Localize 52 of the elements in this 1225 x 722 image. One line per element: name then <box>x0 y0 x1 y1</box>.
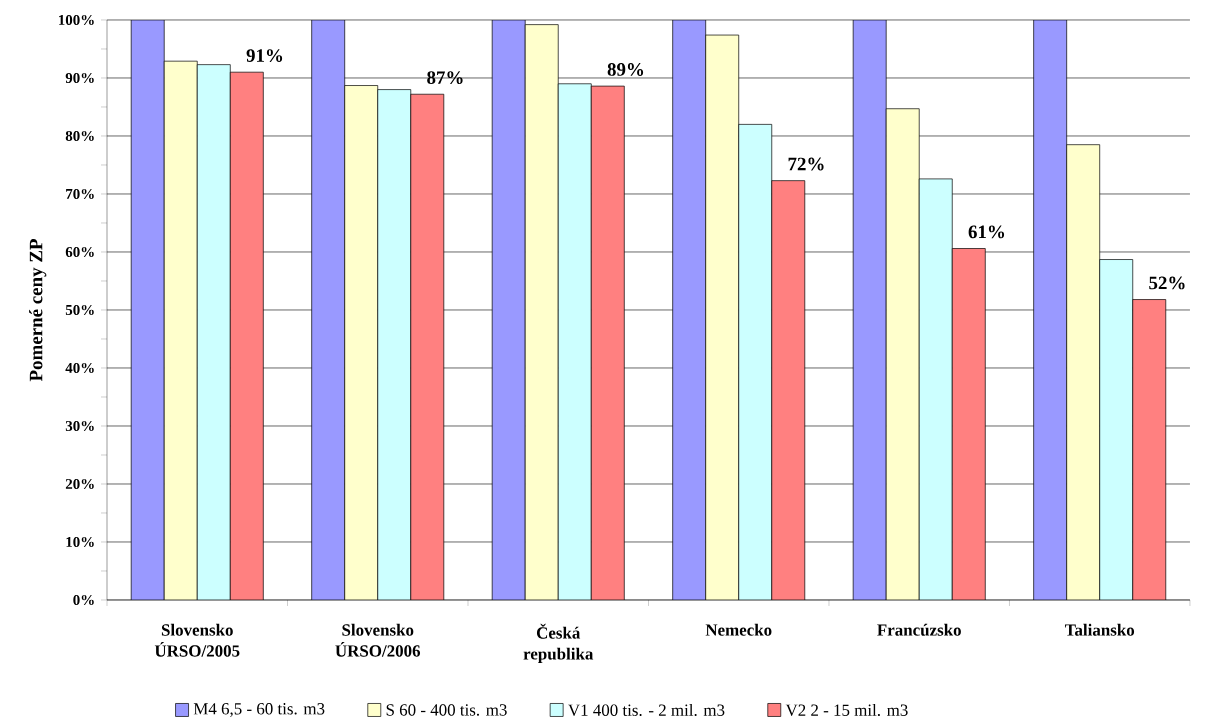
bar <box>130 19 165 600</box>
legend-label: M4 6,5 - 60 tis. m3 <box>193 703 325 717</box>
x-tick-label: Česká republika <box>523 623 594 664</box>
bar <box>672 19 707 600</box>
bar <box>852 19 887 600</box>
bar <box>1132 299 1167 600</box>
bar <box>196 64 231 600</box>
bar <box>1099 259 1134 600</box>
bar <box>229 71 264 600</box>
y-tick-label: 20% <box>65 478 94 490</box>
bar <box>163 60 198 600</box>
bar <box>311 19 346 600</box>
x-tick-label: Francúzsko <box>877 623 961 636</box>
bar <box>1033 19 1068 600</box>
bar <box>491 19 526 600</box>
y-tick-label: 10% <box>66 536 94 548</box>
data-label: 61% <box>968 225 1005 239</box>
bar <box>918 178 953 600</box>
y-tick-label: 40% <box>65 362 94 374</box>
x-tick-label: Taliansko <box>1064 623 1135 636</box>
bar <box>951 248 986 600</box>
y-tick-label: 100% <box>59 14 94 26</box>
x-tick-label: Slovensko ÚRSO/2005 <box>154 623 240 657</box>
data-label: 52% <box>1149 276 1185 290</box>
bar <box>705 34 740 600</box>
x-tick-label: Nemecko <box>705 623 772 636</box>
bar <box>1066 144 1101 600</box>
y-axis-title: Pomerné ceny ZP <box>29 239 47 382</box>
y-tick-label: 80% <box>65 130 94 142</box>
bar <box>771 180 806 600</box>
bar <box>377 89 412 600</box>
data-label: 89% <box>607 63 644 76</box>
y-tick-label: 30% <box>65 420 94 432</box>
bar <box>557 83 592 600</box>
legend-label: V2 2 - 15 mil. m3 <box>785 703 908 716</box>
x-tick-label: Slovensko ÚRSO/2006 <box>335 623 421 657</box>
legend-label: S 60 - 400 tis. m3 <box>386 704 507 716</box>
y-tick-label: 50% <box>65 304 94 316</box>
legend-label: V1 400 tis. - 2 mil. m3 <box>568 703 725 716</box>
bar <box>524 24 559 600</box>
y-tick-label: 0% <box>73 594 94 606</box>
bar <box>738 124 773 600</box>
y-tick-label: 90% <box>65 72 94 84</box>
bar <box>344 85 379 600</box>
bar <box>590 85 625 600</box>
data-label: 72% <box>788 157 824 171</box>
data-label: 91% <box>246 49 283 62</box>
y-tick-label: 70% <box>66 188 94 200</box>
y-tick-label: 60% <box>65 246 94 258</box>
bar <box>885 108 920 600</box>
data-label: 87% <box>427 71 463 85</box>
bar <box>410 93 445 600</box>
